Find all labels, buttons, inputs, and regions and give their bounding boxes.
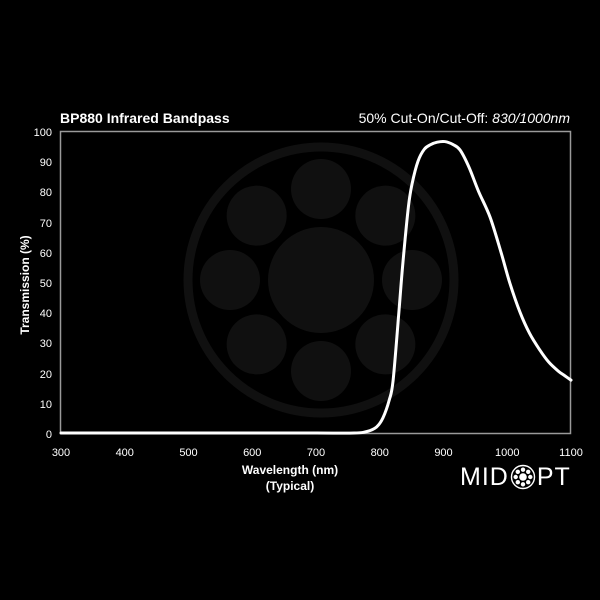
- x-axis-note: (Typical): [265, 479, 315, 493]
- lens-logo-icon: [510, 464, 536, 490]
- x-tick-label: 600: [243, 447, 262, 459]
- x-tick-label: 800: [370, 447, 389, 459]
- y-tick-label: 50: [39, 278, 52, 290]
- x-tick-label: 500: [179, 447, 198, 459]
- transmission-curve: [59, 139, 573, 435]
- chart-title: BP880 Infrared Bandpass: [60, 110, 230, 126]
- midopt-logo: MID PT: [460, 462, 571, 492]
- x-tick-label: 700: [306, 447, 326, 459]
- y-tick-label: 80: [39, 187, 52, 200]
- y-tick-label: 20: [39, 368, 52, 381]
- y-tick-label: 30: [39, 338, 52, 351]
- cutoff-label: 50% Cut-On/Cut-Off:: [358, 110, 493, 126]
- y-tick-label: 90: [39, 157, 52, 170]
- x-tick-label: 1000: [495, 447, 520, 459]
- chart-subtitle: 50% Cut-On/Cut-Off: 830/1000nm: [359, 110, 570, 126]
- y-tick-label: 0: [45, 429, 52, 441]
- y-axis-label: Transmission (%): [18, 235, 32, 335]
- y-tick-label: 100: [33, 127, 52, 139]
- x-tick-label: 900: [434, 447, 453, 459]
- x-axis-title: Wavelength (nm): [241, 463, 339, 477]
- watermark-logo-icon: [183, 142, 459, 418]
- y-tick-label: 10: [39, 398, 52, 411]
- x-tick-label: 400: [115, 447, 134, 459]
- logo-text-left: MID: [460, 462, 509, 491]
- y-tick-label: 40: [39, 308, 52, 321]
- y-tick-label: 60: [39, 247, 52, 260]
- y-tick-label: 70: [39, 217, 52, 230]
- x-tick-label: 300: [51, 447, 71, 459]
- x-axis-label: Wavelength (nm) (Typical): [242, 462, 338, 494]
- x-tick-label: 1100: [559, 447, 583, 459]
- logo-text-right: PT: [536, 462, 571, 491]
- cutoff-value: 830/1000nm: [492, 110, 570, 126]
